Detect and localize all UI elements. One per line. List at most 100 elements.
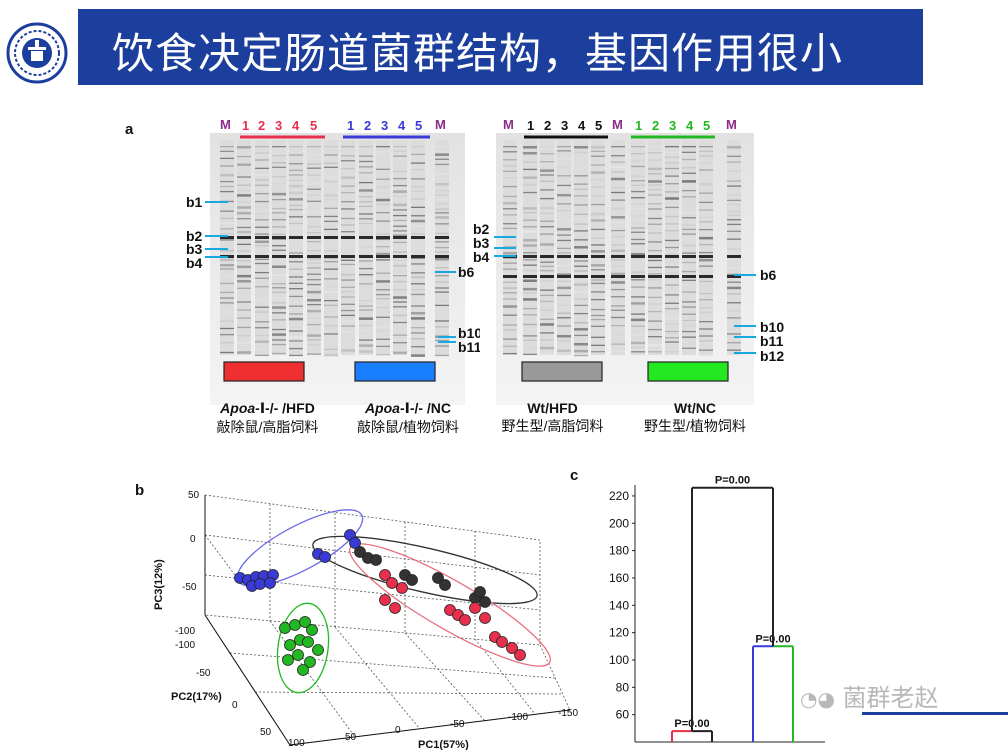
gel-band [376, 168, 390, 170]
gel-band [237, 201, 251, 203]
gel-band [289, 174, 303, 176]
gel-band [631, 255, 645, 258]
gel-band [289, 288, 303, 290]
gel-band [393, 170, 407, 173]
gel-band [376, 190, 390, 192]
gel-band [727, 293, 741, 295]
gel-band [289, 227, 303, 229]
gel-band [255, 226, 269, 228]
blue-lane-labels: 1 2 3 4 5 [347, 118, 422, 133]
gel-band [648, 223, 662, 225]
gel-band [341, 231, 355, 233]
gel-band [557, 317, 571, 319]
gel-band [523, 259, 537, 261]
gel-band [523, 199, 537, 201]
pc1-tick: -50 [450, 719, 465, 730]
gel-band [540, 161, 554, 163]
gel-band [307, 255, 321, 258]
gel-band [523, 230, 537, 233]
gel-lane [376, 140, 390, 355]
gel-band [341, 263, 355, 266]
gel-band [411, 255, 425, 258]
gel-band [591, 244, 605, 246]
y-tick-label: 140 [609, 598, 629, 612]
gel-band [665, 317, 679, 319]
pca-point [514, 649, 526, 661]
gel-band [289, 169, 303, 172]
gel-band [393, 314, 407, 317]
gel-band [574, 304, 588, 307]
gel-band [411, 311, 425, 315]
gel-band [699, 340, 713, 342]
gel-band [591, 150, 605, 152]
gel-band [631, 165, 645, 168]
y-tick-label: 60 [616, 708, 630, 722]
gel-band [665, 275, 679, 278]
gel-lane [220, 140, 234, 355]
gel-band [324, 207, 338, 210]
pc2-axis-label: PC2(17%) [171, 691, 222, 703]
gel-band [591, 258, 605, 260]
gel-band [557, 219, 571, 221]
gel-band [307, 226, 321, 228]
gel-band [648, 167, 662, 171]
gel-band [359, 283, 373, 285]
gel-band [289, 295, 303, 298]
gel-band [341, 224, 355, 226]
gel-band [324, 260, 338, 263]
gel-band [307, 194, 321, 196]
lane-label: 3 [669, 118, 676, 133]
gel-band [272, 182, 286, 185]
gel-band [540, 255, 554, 258]
gel-band [574, 195, 588, 197]
gel-band [411, 215, 425, 217]
pc2-tick: 50 [260, 727, 272, 738]
gel-band [648, 241, 662, 243]
gel-band [307, 154, 321, 156]
gel-band [611, 244, 625, 246]
gel-band [411, 198, 425, 200]
gel-band [237, 317, 251, 319]
gel-band [727, 219, 741, 221]
gel-band [237, 226, 251, 229]
gel-band [272, 306, 286, 309]
gel-band [220, 236, 234, 239]
gel-band [237, 206, 251, 209]
gel-band [503, 214, 517, 216]
gel-band [574, 213, 588, 215]
gel-band [376, 211, 390, 214]
gel-band [540, 309, 554, 311]
gel-band [557, 294, 571, 297]
gel-band [665, 341, 679, 343]
gel-band [727, 155, 741, 157]
gel-band [611, 309, 625, 311]
gel-band [682, 301, 696, 303]
pc1-tick: 100 [288, 738, 305, 749]
lane-label: 3 [275, 118, 282, 133]
gel-band [699, 201, 713, 204]
gel-band [631, 227, 645, 229]
gel-band [699, 349, 713, 351]
gel-band [611, 272, 625, 276]
gel-band [341, 160, 355, 162]
gel-band [682, 275, 696, 278]
gel-band [648, 279, 662, 281]
gel-band [341, 236, 355, 239]
gel-band [611, 165, 625, 169]
gel-band [611, 325, 625, 327]
gel-band [648, 159, 662, 161]
gel-band [307, 240, 321, 243]
gel-band [289, 268, 303, 270]
gel-band [307, 183, 321, 185]
gel-band [611, 207, 625, 210]
gel-band [341, 192, 355, 194]
gel-band [435, 251, 449, 253]
gel-band [611, 221, 625, 224]
blue-group-box [354, 361, 436, 382]
pca-point [312, 644, 324, 656]
gel-band [220, 263, 234, 267]
gel-band [648, 184, 662, 186]
gel-band [393, 203, 407, 207]
gel-band [611, 177, 625, 181]
title-bar [78, 9, 923, 85]
